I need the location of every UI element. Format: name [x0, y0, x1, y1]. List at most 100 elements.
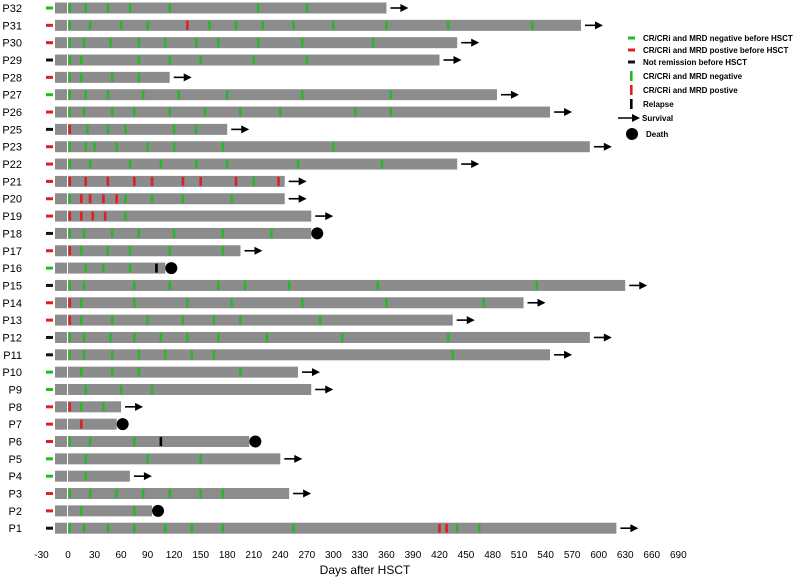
- mrd-negative-mark: [252, 55, 255, 65]
- mrd-negative-mark: [376, 280, 379, 290]
- legend-relapse-swatch: [630, 99, 633, 109]
- followup-bar: [68, 349, 551, 361]
- mrd-negative-mark: [301, 38, 304, 48]
- mrd-negative-mark: [447, 332, 450, 342]
- mrd-negative-mark: [221, 523, 224, 533]
- mrd-negative-mark: [102, 263, 105, 273]
- mrd-negative-mark: [88, 20, 92, 30]
- mrd-negative-mark: [305, 3, 309, 13]
- x-tick-label: 180: [219, 550, 236, 561]
- mrd-negative-mark: [186, 298, 189, 308]
- pre-hsct-bar: [55, 331, 67, 343]
- mrd-negative-mark: [133, 280, 136, 290]
- pre-status-mark: [46, 75, 53, 79]
- x-tick-label: 630: [617, 550, 634, 561]
- mrd-negative-mark: [111, 367, 114, 377]
- mrd-negative-mark: [172, 124, 176, 134]
- mrd-negative-mark: [68, 107, 71, 117]
- death-marker: [249, 435, 262, 448]
- x-tick-label: 240: [272, 550, 289, 561]
- legend-death-swatch: [626, 128, 638, 140]
- mrd-negative-mark: [531, 20, 534, 30]
- mrd-negative-mark: [82, 350, 86, 360]
- mrd-negative-mark: [68, 20, 71, 30]
- x-tick-label: -30: [34, 550, 49, 561]
- mrd-negative-mark: [332, 142, 335, 152]
- followup-bar: [68, 522, 617, 534]
- relapse-mark: [155, 263, 158, 273]
- mrd-negative-mark: [168, 3, 171, 13]
- mrd-negative-mark: [150, 384, 154, 394]
- mrd-negative-mark: [137, 72, 140, 82]
- mrd-negative-mark: [106, 523, 110, 533]
- pre-status-mark: [46, 301, 53, 305]
- mrd-positive-mark: [150, 176, 154, 186]
- mrd-negative-mark: [186, 332, 189, 342]
- pre-status-mark: [46, 422, 53, 426]
- x-tick-label: 300: [325, 550, 342, 561]
- mrd-negative-mark: [93, 142, 96, 152]
- followup-bar: [68, 418, 117, 430]
- pre-status-mark: [46, 127, 53, 131]
- legend-mark-neg-label: CR/CRi and MRD negative: [643, 72, 743, 81]
- followup-bar: [68, 106, 551, 118]
- mrd-negative-mark: [115, 489, 118, 499]
- mrd-negative-mark: [203, 107, 207, 117]
- mrd-negative-mark: [109, 38, 112, 48]
- patient-label: P11: [3, 350, 22, 362]
- mrd-negative-mark: [141, 90, 145, 100]
- mrd-negative-mark: [68, 38, 71, 48]
- survival-arrow-head: [630, 524, 639, 533]
- mrd-negative-mark: [146, 142, 149, 152]
- legend-mark-pos-label: CR/CRi and MRD postive: [643, 86, 738, 95]
- mrd-negative-mark: [68, 228, 71, 238]
- mrd-positive-mark: [445, 523, 448, 533]
- mrd-negative-mark: [243, 280, 247, 290]
- mrd-negative-mark: [239, 367, 242, 377]
- mrd-negative-mark: [168, 246, 171, 256]
- followup-bar: [68, 37, 458, 49]
- pre-hsct-bar: [55, 349, 67, 361]
- patient-label: P22: [2, 159, 22, 171]
- survival-arrow-head: [294, 454, 303, 463]
- patient-label: P18: [2, 228, 22, 240]
- mrd-negative-mark: [141, 489, 145, 499]
- pre-hsct-bar: [55, 123, 67, 135]
- mrd-negative-mark: [68, 55, 71, 65]
- mrd-negative-mark: [234, 20, 238, 30]
- mrd-negative-mark: [305, 55, 309, 65]
- followup-bar: [68, 89, 497, 101]
- x-tick-label: 120: [166, 550, 183, 561]
- mrd-negative-mark: [68, 159, 71, 169]
- mrd-negative-mark: [164, 350, 167, 360]
- x-tick-label: 660: [643, 550, 660, 561]
- followup-bar: [68, 453, 281, 465]
- mrd-negative-mark: [239, 107, 242, 117]
- mrd-negative-mark: [102, 402, 105, 412]
- pre-status-mark: [46, 526, 53, 530]
- legend-pre-pos-swatch: [628, 48, 635, 52]
- mrd-negative-mark: [84, 454, 87, 464]
- mrd-negative-mark: [168, 55, 171, 65]
- mrd-negative-mark: [146, 454, 149, 464]
- x-axis: -30 0 30 60 90 120 150 180 210 240 270 300 330 360 390…: [34, 550, 687, 561]
- mrd-negative-mark: [68, 437, 71, 446]
- x-tick-label: 150: [192, 550, 209, 561]
- mrd-negative-mark: [146, 20, 149, 30]
- pre-status-mark: [46, 405, 53, 409]
- survival-arrow-head: [183, 73, 192, 82]
- mrd-negative-mark: [296, 159, 300, 169]
- legend-pre-neg-swatch: [628, 36, 635, 40]
- survival-arrow-head: [400, 4, 409, 12]
- mrd-negative-mark: [115, 142, 118, 152]
- survival-arrow-head: [639, 281, 648, 290]
- followup-bar: [68, 210, 312, 222]
- patient-label: P9: [9, 384, 22, 396]
- followup-bar: [68, 158, 458, 170]
- mrd-negative-mark: [111, 315, 114, 325]
- mrd-negative-mark: [68, 142, 71, 152]
- mrd-negative-mark: [478, 523, 481, 533]
- mrd-negative-mark: [68, 90, 71, 100]
- mrd-negative-mark: [172, 228, 176, 238]
